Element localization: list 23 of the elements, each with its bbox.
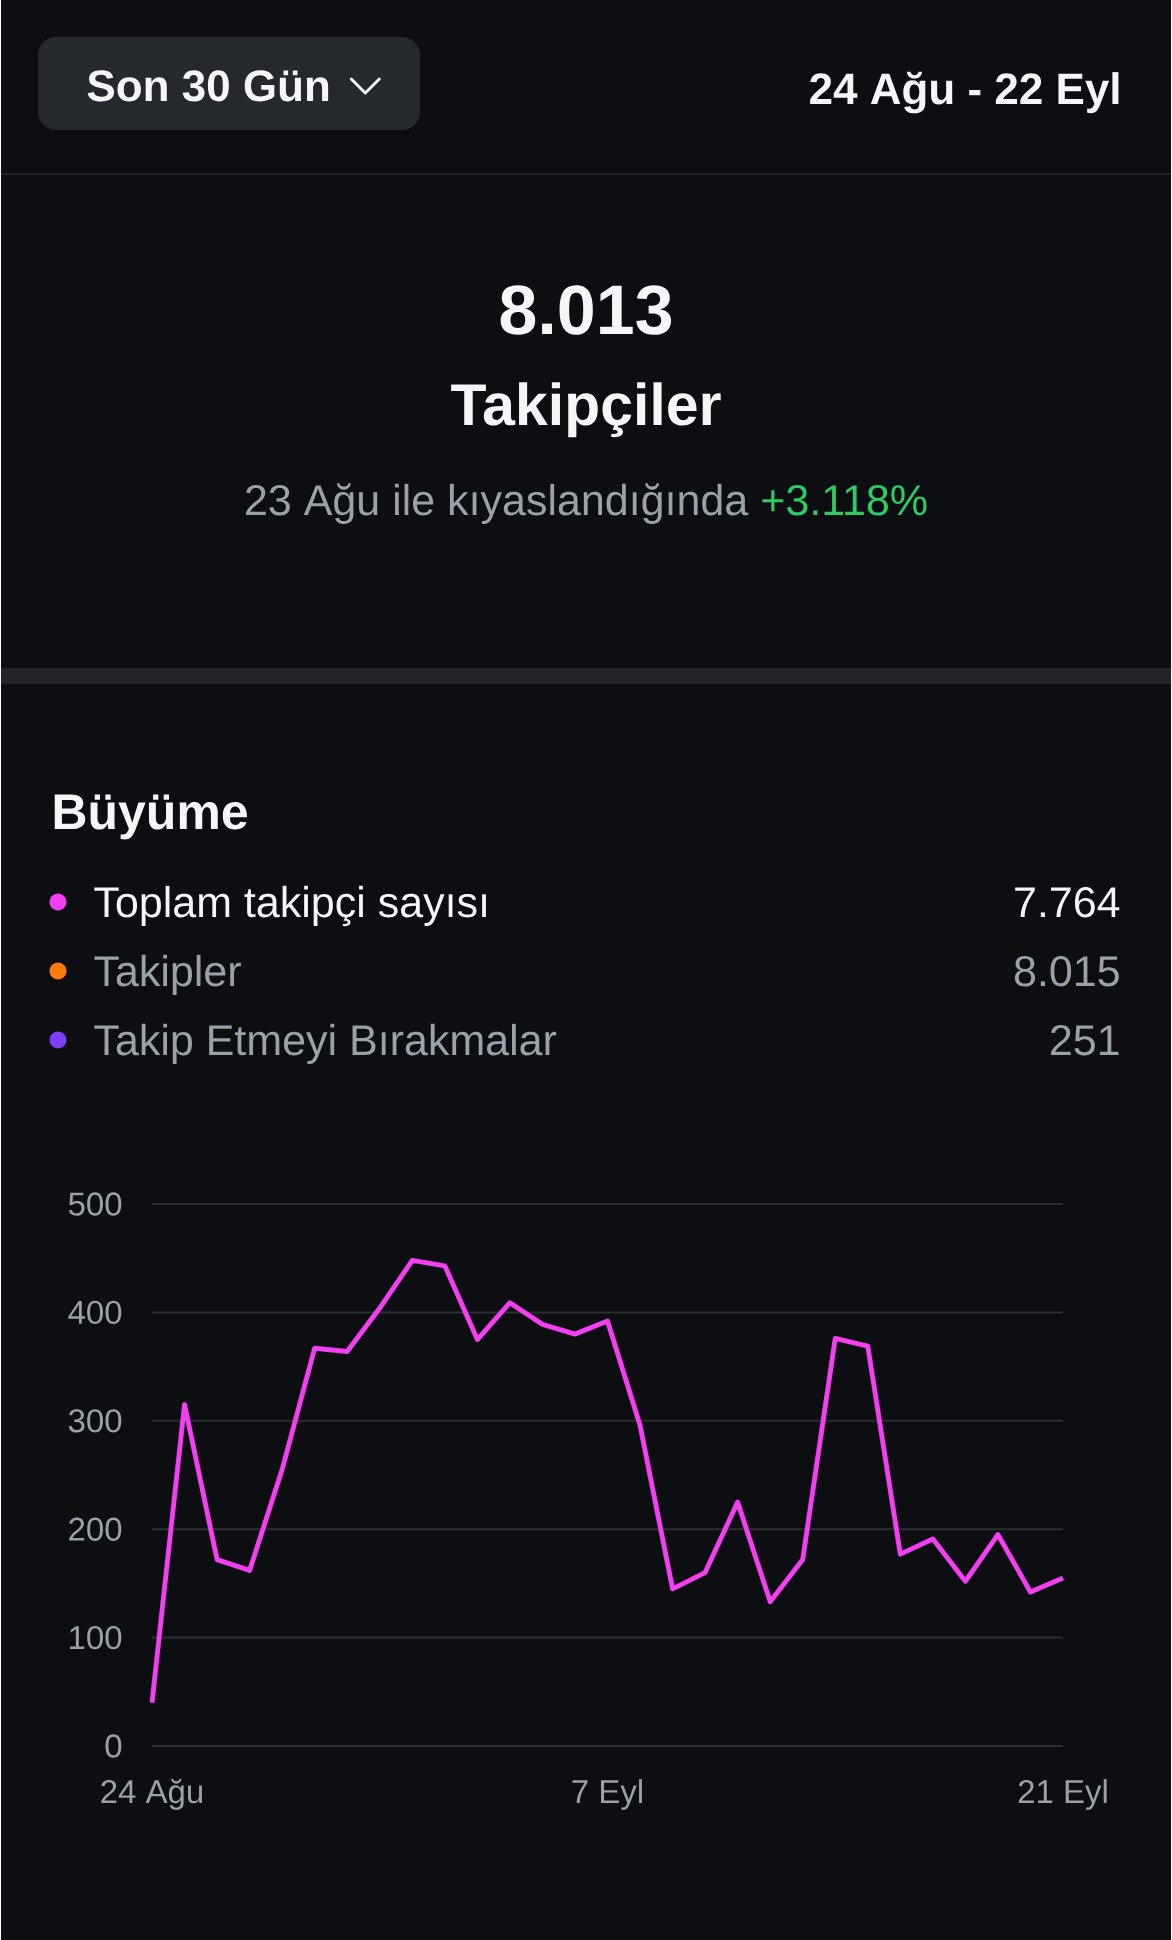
text: 251 [1051, 1025, 1119, 1056]
text: 24 Ağu - 22 Eyl [810, 71, 1119, 114]
y-tick-label: 200 [69, 1517, 122, 1541]
y-tick-label: 400 [68, 1300, 122, 1325]
y-tick-label: 300 [68, 1409, 122, 1433]
y-tick-label: 500 [68, 1192, 122, 1216]
legend-label: Takipler [94, 954, 241, 995]
text: Son 30 Gün [87, 70, 329, 102]
line-series [149, 1257, 1066, 1706]
x-tick-label: 21 Eyl [1018, 1779, 1107, 1810]
text: 7.764 [1015, 887, 1120, 918]
chart-title: Büyüme [54, 794, 247, 840]
text: 8.015 [1014, 956, 1119, 987]
y-tick-label: 100 [70, 1625, 122, 1650]
legend-label: Takip Etmeyi Bırakmalar [94, 1023, 557, 1064]
x-tick-label: 24 Ağu [101, 1778, 203, 1810]
x-tick-label: 7 Eyl [572, 1779, 642, 1810]
text: 23 Ağu ile kıyaslandığında [246, 483, 749, 524]
y-tick-label: 0 [105, 1734, 122, 1758]
text: 8.013 [500, 285, 672, 335]
text: Takipçiler [451, 382, 721, 438]
legend-label: Toplam takipçi sayısı [94, 885, 486, 927]
text: +3.118% [762, 485, 927, 516]
